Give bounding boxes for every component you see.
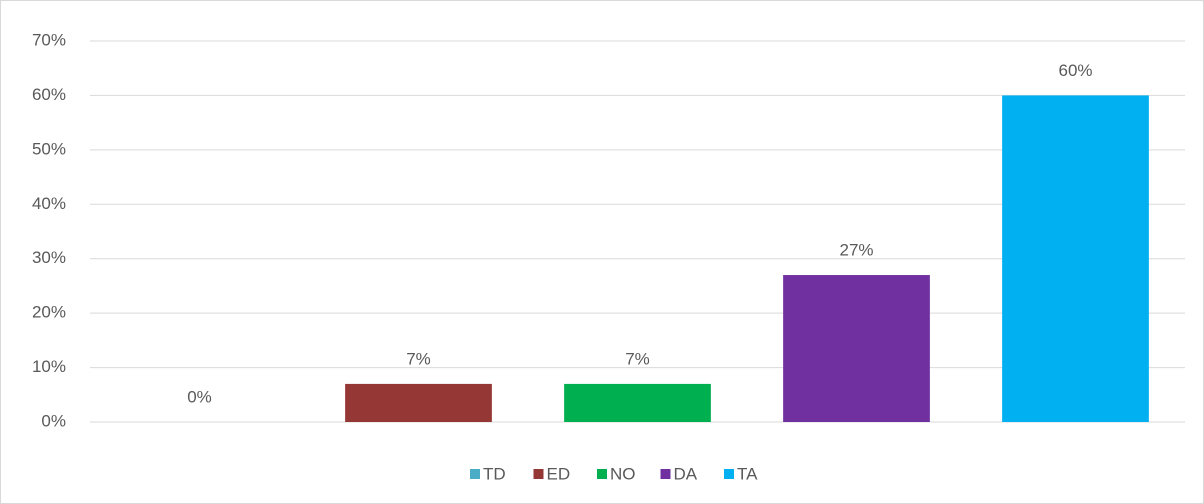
legend-label: NO — [610, 464, 636, 483]
legend-label: TA — [737, 464, 758, 483]
y-tick-label: 30% — [32, 248, 66, 267]
y-tick-label: 20% — [32, 303, 66, 322]
bar — [345, 383, 492, 422]
bar — [1002, 95, 1149, 422]
y-tick-label: 10% — [32, 357, 66, 376]
data-label: 0% — [187, 387, 212, 406]
legend-label: ED — [547, 464, 571, 483]
data-label: 7% — [625, 349, 650, 368]
legend-swatch — [470, 469, 480, 479]
legend-swatch — [724, 469, 734, 479]
y-tick-label: 60% — [32, 85, 66, 104]
y-tick-label: 40% — [32, 194, 66, 213]
data-label: 27% — [839, 241, 873, 260]
y-tick-label: 70% — [32, 30, 66, 49]
data-label: 7% — [406, 349, 431, 368]
data-label: 60% — [1058, 61, 1092, 80]
bar — [564, 383, 711, 422]
y-tick-label: 0% — [41, 411, 66, 430]
legend-label: DA — [674, 464, 698, 483]
bar — [783, 275, 930, 422]
legend-swatch — [597, 469, 607, 479]
legend-swatch — [533, 469, 544, 479]
y-tick-label: 50% — [32, 139, 66, 158]
legend-swatch — [660, 469, 671, 479]
legend-label: TD — [483, 464, 506, 483]
